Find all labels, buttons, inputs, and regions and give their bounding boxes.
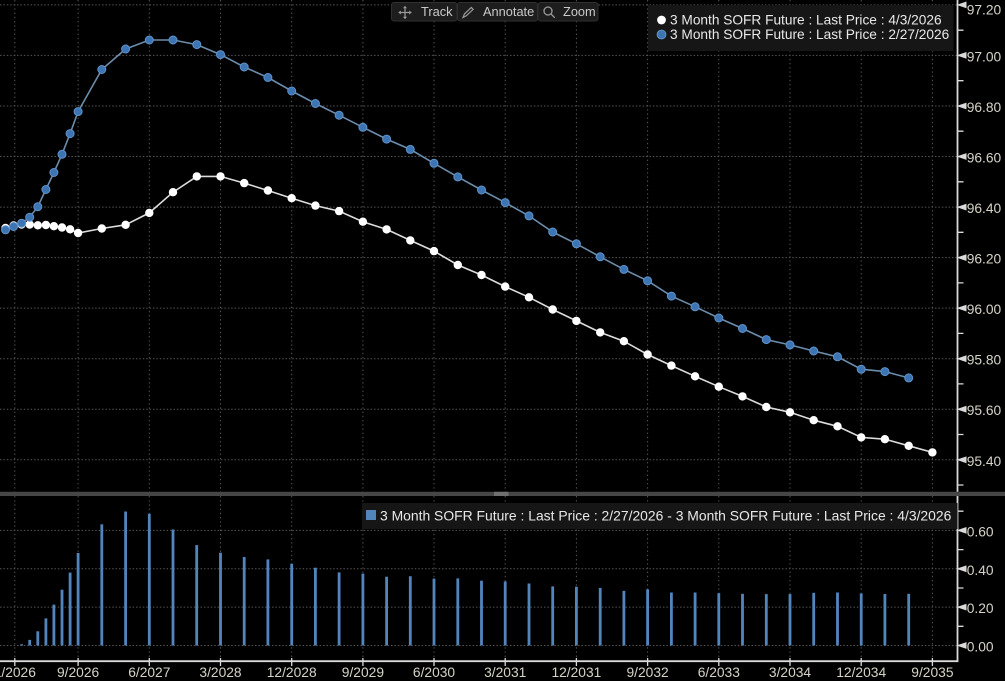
- svg-text:3 Month SOFR Future : Last Pri: 3 Month SOFR Future : Last Price : 2/27/…: [380, 508, 952, 524]
- svg-text:Annotate: Annotate: [483, 4, 534, 19]
- svg-text:3/2028: 3/2028: [199, 665, 242, 680]
- svg-text:3/2034: 3/2034: [769, 665, 812, 680]
- svg-text:9/2029: 9/2029: [342, 665, 385, 680]
- svg-text:9/2032: 9/2032: [626, 665, 668, 680]
- svg-text:12/2034: 12/2034: [836, 665, 886, 680]
- svg-text:0.60: 0.60: [967, 524, 994, 539]
- svg-text:95.60: 95.60: [967, 403, 1002, 418]
- svg-text:12/2031: 12/2031: [551, 665, 601, 680]
- svg-text:96.00: 96.00: [967, 302, 1002, 317]
- svg-text:3 Month SOFR Future : Last Pri: 3 Month SOFR Future : Last Price : 2/27/…: [670, 27, 950, 42]
- svg-text:12/2028: 12/2028: [267, 665, 317, 680]
- svg-text:1/2026: 1/2026: [0, 665, 36, 680]
- svg-text:6/2027: 6/2027: [128, 665, 170, 680]
- svg-text:9/2035: 9/2035: [911, 665, 954, 680]
- svg-text:6/2033: 6/2033: [698, 665, 741, 680]
- svg-text:9/2026: 9/2026: [57, 665, 100, 680]
- svg-text:6/2030: 6/2030: [413, 665, 456, 680]
- svg-text:3/2031: 3/2031: [484, 665, 526, 680]
- svg-text:96.40: 96.40: [967, 201, 1002, 216]
- svg-text:96.80: 96.80: [967, 100, 1002, 115]
- svg-text:97.20: 97.20: [967, 2, 1002, 17]
- svg-text:0.40: 0.40: [967, 563, 994, 578]
- svg-text:96.20: 96.20: [967, 252, 1002, 267]
- svg-text:95.40: 95.40: [967, 454, 1002, 469]
- svg-text:Track: Track: [421, 4, 453, 19]
- svg-text:0.00: 0.00: [967, 640, 994, 655]
- svg-text:96.60: 96.60: [967, 151, 1002, 166]
- svg-text:95.80: 95.80: [967, 353, 1002, 368]
- svg-text:3 Month SOFR Future : Last Pri: 3 Month SOFR Future : Last Price : 4/3/2…: [670, 13, 942, 28]
- svg-text:97.00: 97.00: [967, 49, 1002, 64]
- svg-text:0.20: 0.20: [967, 601, 994, 616]
- svg-text:Zoom: Zoom: [563, 4, 596, 19]
